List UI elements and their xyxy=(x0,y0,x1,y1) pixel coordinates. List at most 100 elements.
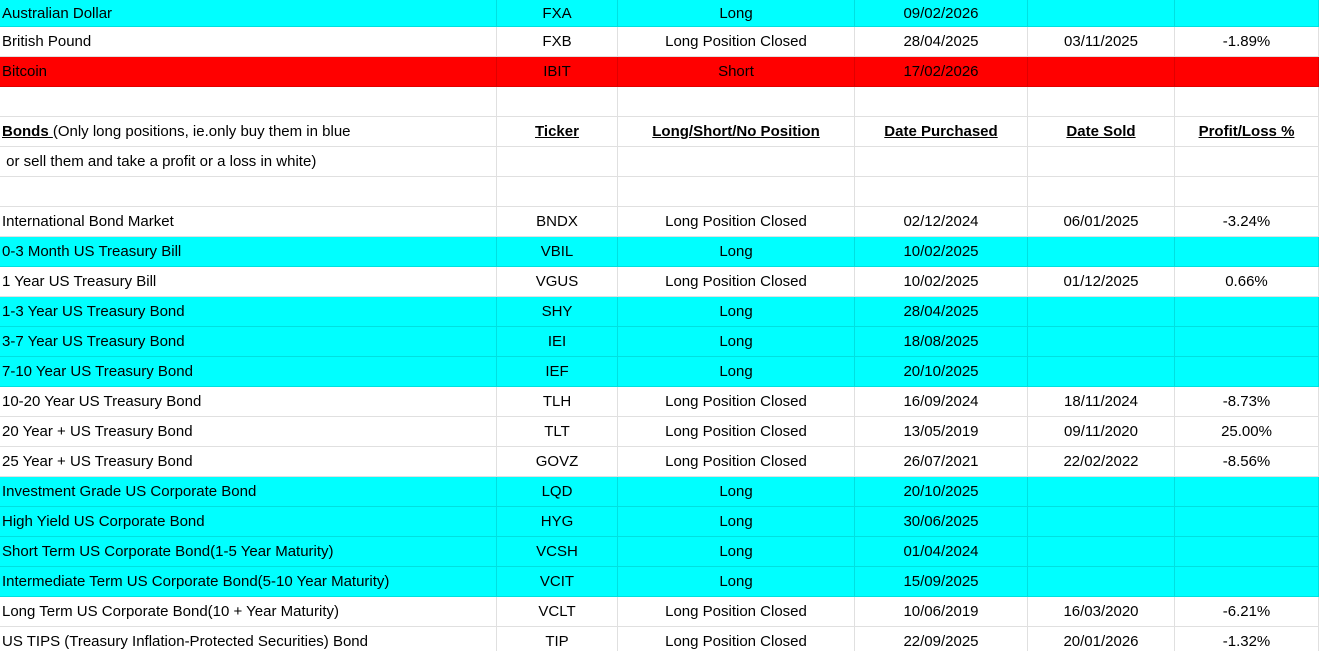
asset-cell[interactable]: 1-3 Year US Treasury Bond xyxy=(0,297,497,327)
date-sold-cell[interactable]: 01/12/2025 xyxy=(1028,267,1175,297)
date-purchased-cell[interactable]: 26/07/2021 xyxy=(855,447,1028,477)
date-purchased-cell[interactable]: 02/12/2024 xyxy=(855,207,1028,237)
ticker-cell[interactable]: IEI xyxy=(497,327,618,357)
profit-loss-cell[interactable] xyxy=(1175,537,1319,567)
profit-loss-cell[interactable] xyxy=(1175,237,1319,267)
position-cell[interactable]: Long Position Closed xyxy=(618,387,855,417)
date-purchased-cell[interactable]: 18/08/2025 xyxy=(855,327,1028,357)
ticker-cell[interactable] xyxy=(497,147,618,177)
asset-cell[interactable]: 0-3 Month US Treasury Bill xyxy=(0,237,497,267)
header-ticker-cell[interactable]: Ticker xyxy=(497,117,618,147)
profit-loss-cell[interactable]: 25.00% xyxy=(1175,417,1319,447)
position-cell[interactable] xyxy=(618,147,855,177)
ticker-cell[interactable]: SHY xyxy=(497,297,618,327)
position-cell[interactable]: Long Position Closed xyxy=(618,27,855,57)
position-cell[interactable]: Long xyxy=(618,297,855,327)
asset-cell[interactable]: Australian Dollar xyxy=(0,0,497,27)
ticker-cell[interactable]: HYG xyxy=(497,507,618,537)
profit-loss-cell[interactable] xyxy=(1175,567,1319,597)
profit-loss-cell[interactable] xyxy=(1175,57,1319,87)
date-sold-cell[interactable] xyxy=(1028,357,1175,387)
ticker-cell[interactable]: TLH xyxy=(497,387,618,417)
asset-cell[interactable]: Bitcoin xyxy=(0,57,497,87)
profit-loss-cell[interactable] xyxy=(1175,477,1319,507)
asset-cell[interactable]: 10-20 Year US Treasury Bond xyxy=(0,387,497,417)
position-cell[interactable]: Long xyxy=(618,567,855,597)
date-sold-cell[interactable]: 22/02/2022 xyxy=(1028,447,1175,477)
date-sold-cell[interactable] xyxy=(1028,297,1175,327)
asset-cell[interactable]: 3-7 Year US Treasury Bond xyxy=(0,327,497,357)
asset-cell[interactable]: Short Term US Corporate Bond(1-5 Year Ma… xyxy=(0,537,497,567)
date-purchased-cell[interactable]: 16/09/2024 xyxy=(855,387,1028,417)
position-cell[interactable]: Long Position Closed xyxy=(618,207,855,237)
ticker-cell[interactable]: IEF xyxy=(497,357,618,387)
date-purchased-cell[interactable] xyxy=(855,87,1028,117)
asset-cell[interactable]: 20 Year + US Treasury Bond xyxy=(0,417,497,447)
asset-cell[interactable]: Long Term US Corporate Bond(10 + Year Ma… xyxy=(0,597,497,627)
ticker-cell[interactable]: VGUS xyxy=(497,267,618,297)
ticker-cell[interactable]: GOVZ xyxy=(497,447,618,477)
date-purchased-cell[interactable]: 28/04/2025 xyxy=(855,27,1028,57)
ticker-cell[interactable]: TIP xyxy=(497,627,618,651)
position-cell[interactable]: Long xyxy=(618,507,855,537)
date-sold-cell[interactable] xyxy=(1028,567,1175,597)
profit-loss-cell[interactable] xyxy=(1175,297,1319,327)
date-sold-cell[interactable]: 20/01/2026 xyxy=(1028,627,1175,651)
date-purchased-cell[interactable]: 10/06/2019 xyxy=(855,597,1028,627)
position-cell[interactable]: Long xyxy=(618,0,855,27)
ticker-cell[interactable]: FXB xyxy=(497,27,618,57)
profit-loss-cell[interactable]: -6.21% xyxy=(1175,597,1319,627)
date-sold-cell[interactable] xyxy=(1028,57,1175,87)
date-purchased-cell[interactable]: 22/09/2025 xyxy=(855,627,1028,651)
asset-cell[interactable]: Investment Grade US Corporate Bond xyxy=(0,477,497,507)
date-sold-cell[interactable]: 03/11/2025 xyxy=(1028,27,1175,57)
ticker-cell[interactable] xyxy=(497,87,618,117)
date-purchased-cell[interactable]: 15/09/2025 xyxy=(855,567,1028,597)
date-sold-cell[interactable] xyxy=(1028,177,1175,207)
profit-loss-cell[interactable]: -8.56% xyxy=(1175,447,1319,477)
date-sold-cell[interactable] xyxy=(1028,477,1175,507)
profit-loss-cell[interactable] xyxy=(1175,87,1319,117)
ticker-cell[interactable]: FXA xyxy=(497,0,618,27)
asset-cell[interactable]: 7-10 Year US Treasury Bond xyxy=(0,357,497,387)
date-purchased-cell[interactable]: 30/06/2025 xyxy=(855,507,1028,537)
profit-loss-cell[interactable]: -1.32% xyxy=(1175,627,1319,651)
date-sold-cell[interactable] xyxy=(1028,0,1175,27)
date-sold-cell[interactable]: 16/03/2020 xyxy=(1028,597,1175,627)
position-cell[interactable] xyxy=(618,87,855,117)
position-cell[interactable]: Long xyxy=(618,237,855,267)
asset-cell[interactable]: 1 Year US Treasury Bill xyxy=(0,267,497,297)
date-purchased-cell[interactable]: 28/04/2025 xyxy=(855,297,1028,327)
asset-cell[interactable] xyxy=(0,177,497,207)
date-sold-cell[interactable]: 09/11/2020 xyxy=(1028,417,1175,447)
profit-loss-cell[interactable] xyxy=(1175,357,1319,387)
position-cell[interactable]: Long Position Closed xyxy=(618,627,855,651)
profit-loss-cell[interactable] xyxy=(1175,0,1319,27)
ticker-cell[interactable]: BNDX xyxy=(497,207,618,237)
bonds-section-note-cell[interactable]: Bonds (Only long positions, ie.only buy … xyxy=(0,117,497,147)
date-purchased-cell[interactable]: 10/02/2025 xyxy=(855,267,1028,297)
date-purchased-cell[interactable] xyxy=(855,177,1028,207)
profit-loss-cell[interactable] xyxy=(1175,327,1319,357)
position-cell[interactable]: Long xyxy=(618,327,855,357)
position-cell[interactable]: Short xyxy=(618,57,855,87)
position-cell[interactable]: Long xyxy=(618,537,855,567)
position-cell[interactable] xyxy=(618,177,855,207)
ticker-cell[interactable] xyxy=(497,177,618,207)
date-purchased-cell[interactable]: 20/10/2025 xyxy=(855,477,1028,507)
position-cell[interactable]: Long xyxy=(618,477,855,507)
date-purchased-cell[interactable] xyxy=(855,147,1028,177)
date-sold-cell[interactable]: 06/01/2025 xyxy=(1028,207,1175,237)
ticker-cell[interactable]: TLT xyxy=(497,417,618,447)
date-purchased-cell[interactable]: 01/04/2024 xyxy=(855,537,1028,567)
ticker-cell[interactable]: VCSH xyxy=(497,537,618,567)
ticker-cell[interactable]: LQD xyxy=(497,477,618,507)
ticker-cell[interactable]: VCIT xyxy=(497,567,618,597)
asset-cell[interactable]: British Pound xyxy=(0,27,497,57)
header-profit-loss-cell[interactable]: Profit/Loss % xyxy=(1175,117,1319,147)
asset-cell[interactable] xyxy=(0,87,497,117)
position-cell[interactable]: Long Position Closed xyxy=(618,447,855,477)
date-sold-cell[interactable]: 18/11/2024 xyxy=(1028,387,1175,417)
date-purchased-cell[interactable]: 09/02/2026 xyxy=(855,0,1028,27)
header-date-purchased-cell[interactable]: Date Purchased xyxy=(855,117,1028,147)
